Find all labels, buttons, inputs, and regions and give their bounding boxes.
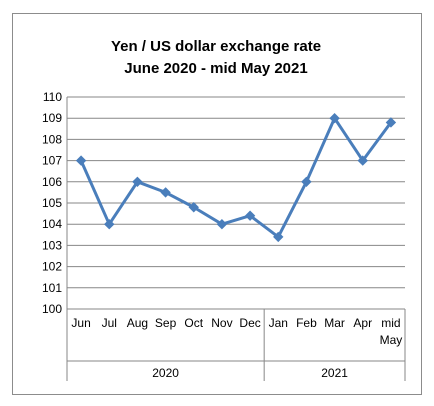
data-point-marker <box>188 202 199 213</box>
x-category-label: Jun <box>71 316 90 330</box>
data-point-marker <box>160 187 171 198</box>
series-polyline <box>79 116 393 239</box>
x-category-label: Apr <box>353 316 372 330</box>
x-category-label: May <box>380 333 403 347</box>
y-tick-label: 102 <box>42 260 62 274</box>
year-group-label: 2020 <box>152 366 179 380</box>
y-tick-label: 109 <box>42 111 62 125</box>
y-tick-label: 107 <box>42 154 62 168</box>
x-category-label: Jul <box>102 316 117 330</box>
x-category-label: Sep <box>155 316 177 330</box>
y-tick-label: 104 <box>42 217 62 231</box>
x-axis: Jun Jul Aug Sep Oct Nov Dec Jan Feb Mar Apr mid May 2… <box>66 308 406 381</box>
x-category-label: Mar <box>324 316 345 330</box>
data-point-marker <box>357 155 368 166</box>
x-category-label: Jan <box>269 316 288 330</box>
data-point-marker <box>385 117 397 128</box>
chart-frame: Yen / US dollar exchange rate June 2020 … <box>12 13 422 395</box>
x-category-label: Aug <box>127 316 148 330</box>
data-point-marker <box>132 176 143 188</box>
data-point-marker <box>301 176 312 188</box>
data-point-marker <box>216 218 228 230</box>
year-group-label: 2021 <box>321 366 348 380</box>
y-tick-label: 100 <box>42 302 62 316</box>
data-point-marker <box>104 218 115 230</box>
line-chart: Yen / US dollar exchange rate June 2020 … <box>42 38 406 381</box>
chart-title: Yen / US dollar exchange rate <box>111 38 321 55</box>
gridlines <box>67 96 405 310</box>
chart-subtitle: June 2020 - mid May 2021 <box>124 60 307 77</box>
data-point-marker <box>273 231 284 243</box>
y-tick-label: 101 <box>42 281 62 295</box>
y-tick-label: 108 <box>42 132 62 146</box>
y-tick-label: 103 <box>42 238 62 252</box>
series-line <box>75 112 397 243</box>
y-tick-label: 110 <box>43 90 62 104</box>
x-category-label: Oct <box>184 316 203 330</box>
y-axis: 100 101 102 103 104 105 106 107 108 109 110 <box>42 90 68 316</box>
y-tick-label: 106 <box>42 175 62 189</box>
data-point-marker <box>244 210 256 221</box>
x-category-label: Nov <box>211 316 232 330</box>
data-point-marker <box>329 112 340 124</box>
data-point-marker <box>75 155 87 166</box>
x-category-label: Feb <box>296 316 317 330</box>
x-category-label: mid <box>381 316 400 330</box>
x-category-label: Dec <box>239 316 260 330</box>
y-tick-label: 105 <box>42 196 62 210</box>
